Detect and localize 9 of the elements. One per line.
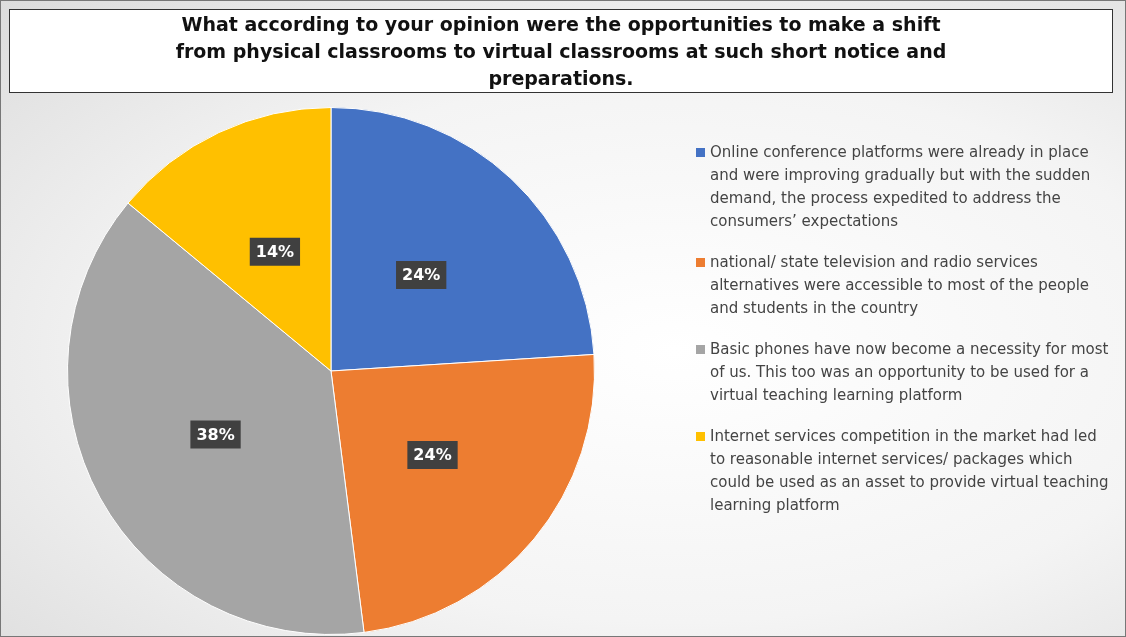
data-label: 38% [196, 424, 235, 444]
legend-label: Basic phones have now become a necessity for most of us. This too was an opportunity to be used for a virtual teaching learning platform [710, 340, 1109, 404]
data-label: 24% [402, 265, 441, 285]
data-label: 14% [255, 241, 295, 261]
chart-title: What according to your opinion were the opportunities to make a shift from physical classrooms to virtual classrooms at such short notice and preparations. [9, 9, 1113, 93]
legend-label: Internet services competition in the market had led to reasonable internet services/ packages which could be used as an asset to provide virtual teaching learning platform [710, 427, 1109, 514]
legend-label: Online conference platforms were already in place and were improving gradually but with the sudden demand, the process expedited to address the consumers’ expectations [710, 143, 1091, 230]
data-label: 24% [413, 445, 452, 465]
legend-label: national/ state television and radio services alternatives were accessible to most of the people and students in the country [710, 253, 1090, 317]
